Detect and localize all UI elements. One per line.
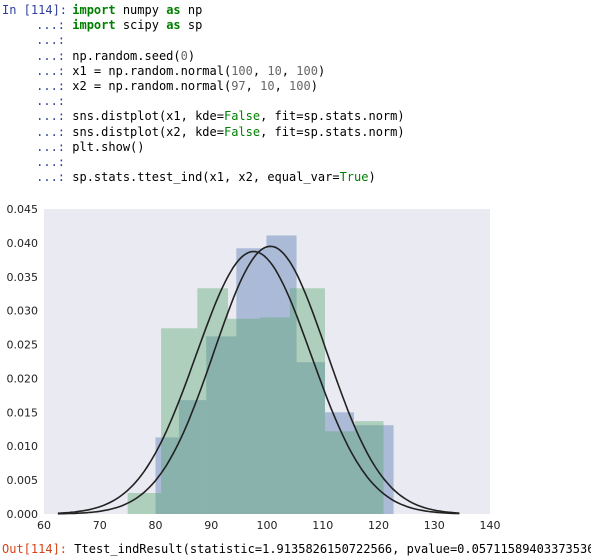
y-tick-label: 0.045 (7, 203, 39, 216)
continuation-prompt: ...: (0, 154, 73, 169)
continuation-prompt: ...: (0, 109, 73, 124)
plot-area (44, 209, 490, 514)
code-line: ...: sns.distplot(x2, kde=False, fit=sp.… (0, 124, 405, 140)
code-token: , (245, 78, 261, 93)
continuation-prompt: ...: (0, 124, 73, 139)
histogram-bar-1 (296, 362, 325, 514)
code-token: import (72, 3, 116, 17)
histogram-bar-2 (197, 288, 228, 514)
code-line: ...: (0, 94, 405, 109)
code-token: as (166, 18, 181, 33)
code-token: False (223, 124, 261, 139)
y-tick-label: 0.005 (7, 474, 39, 487)
code-token: 10 (260, 78, 275, 93)
code-token: 100 (296, 63, 318, 78)
x-tick-label: 70 (93, 519, 107, 532)
code-token: 100 (231, 63, 253, 78)
continuation-prompt: ...: (0, 48, 73, 63)
continuation-prompt: ...: (0, 78, 73, 93)
plot-output: 60 70 80 90 100 110 120 130 140 0.000 0.005 0.010 0.… (0, 195, 591, 543)
code-token: ) (310, 78, 318, 93)
code-token: sp (180, 18, 203, 33)
code-token: ) (368, 170, 376, 185)
code-token: np (180, 3, 203, 17)
histogram-bar-2 (161, 328, 198, 514)
histogram-bar-2 (227, 318, 260, 514)
code-token: True (339, 170, 369, 185)
code-token: numpy (115, 3, 167, 17)
ttest-result-text: Ttest_indResult(statistic=1.913582615072… (74, 542, 591, 556)
code-token: , fit=sp.stats.norm) (260, 109, 405, 124)
x-tick-label: 90 (204, 519, 218, 532)
x-tick-label: 60 (37, 519, 51, 532)
code-token: , (281, 63, 297, 78)
code-line: ...: x2 = np.random.normal(97, 10, 100) (0, 79, 405, 94)
histogram-bar-2 (127, 492, 162, 514)
code-line: ...: np.random.seed(0) (0, 49, 405, 64)
x-tick-label: 100 (257, 519, 278, 532)
code-token: 97 (231, 78, 246, 93)
code-token: 100 (289, 78, 311, 93)
continuation-prompt: ...: (0, 33, 73, 48)
histogram-bar-2 (289, 288, 325, 514)
output-prompt: Out[114]: (2, 542, 68, 556)
code-token: 10 (267, 63, 282, 78)
normal-fit-line (57, 250, 460, 515)
code-token: ) (187, 48, 196, 63)
code-token: ) (317, 63, 326, 78)
continuation-prompt (0, 3, 72, 17)
x-tick-label: 80 (149, 519, 163, 532)
code-token: import (72, 18, 116, 33)
histogram-bar-2 (324, 431, 355, 514)
code-line: ...: sp.stats.ttest_ind(x1, x2, equal_va… (0, 170, 405, 185)
code-token: plt.show() (72, 139, 145, 154)
x-tick-label: 130 (424, 519, 445, 532)
y-tick-label: 0.030 (7, 305, 39, 318)
input-prompt: In [114]: (2, 3, 68, 17)
code-token: , fit=sp.stats.norm) (260, 124, 405, 139)
y-tick-label: 0.025 (7, 339, 39, 352)
code-token: as (166, 3, 181, 17)
histogram-bar-1 (206, 336, 237, 514)
continuation-prompt: ...: (0, 63, 73, 78)
code-token: False (223, 109, 261, 124)
code-line: ...: (0, 33, 405, 48)
histogram-bar-1 (178, 400, 207, 514)
code-token: sns.distplot(x1, kde= (72, 109, 224, 124)
code-line: ...: (0, 155, 405, 170)
output-cell: Out[114]: Ttest_indResult(statistic=1.91… (2, 542, 591, 556)
code-token: , (274, 78, 290, 93)
distplot-chart: 60 70 80 90 100 110 120 130 140 0.000 0.005 0.010 0.… (7, 203, 501, 532)
y-tick-label: 0.040 (7, 237, 39, 250)
code-token: sp.stats.ttest_ind(x1, x2, equal_var= (72, 170, 340, 185)
continuation-prompt: ...: (0, 170, 73, 185)
code-token: np.random.seed( (72, 48, 181, 63)
code-token: x2 = np.random.normal( (72, 78, 232, 93)
x-tick-label: 110 (312, 519, 333, 532)
x-tick-label: 140 (480, 519, 501, 532)
code-token: scipy (115, 18, 167, 33)
code-line: ...: plt.show() (0, 140, 405, 155)
y-tick-label: 0.020 (7, 372, 39, 385)
continuation-prompt: ...: (0, 139, 73, 154)
x-tick-label: 120 (368, 519, 389, 532)
y-tick-label: 0.035 (7, 271, 39, 284)
code-token: x1 = np.random.normal( (72, 63, 232, 78)
histogram-bar-1 (155, 437, 179, 514)
y-tick-label: 0.010 (7, 440, 39, 453)
histogram-bar-1 (236, 248, 267, 515)
code-token: , (252, 63, 268, 78)
code-line: ...: sns.distplot(x1, kde=False, fit=sp.… (0, 109, 405, 124)
continuation-prompt: ...: (0, 18, 73, 33)
y-tick-label: 0.000 (7, 508, 39, 521)
code-line: ...: x1 = np.random.normal(100, 10, 100) (0, 64, 405, 79)
histogram-bar-2 (259, 317, 290, 514)
continuation-prompt: ...: (0, 94, 73, 109)
code-line: ...: import scipy as sp (0, 18, 405, 33)
code-token: sns.distplot(x2, kde= (72, 124, 224, 139)
code-token: 0 (180, 48, 188, 63)
code-editor[interactable]: import numpy as np ...: import scipy as … (0, 3, 405, 185)
code-line: import numpy as np (0, 3, 405, 18)
y-tick-label: 0.015 (7, 406, 39, 419)
